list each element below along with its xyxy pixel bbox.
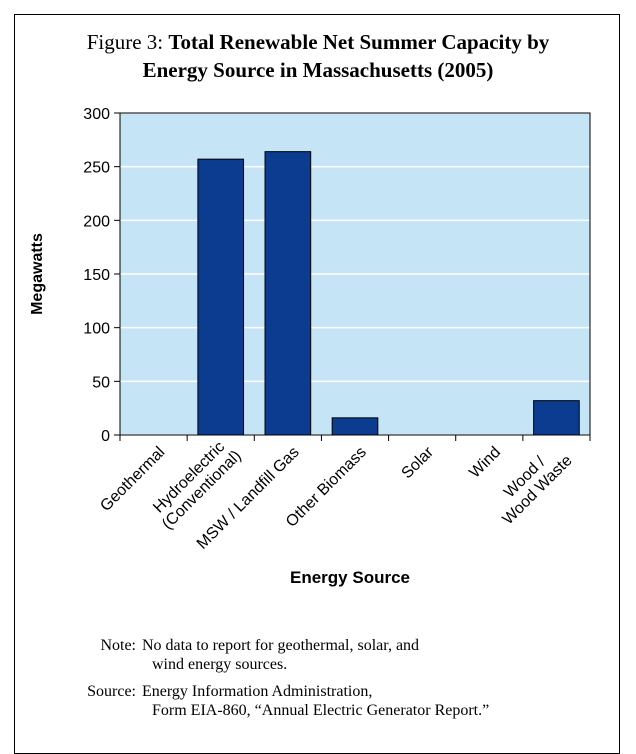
- source-label: Source:: [87, 683, 136, 700]
- title-block: Figure 3: Total Renewable Net Summer Cap…: [0, 28, 636, 84]
- y-axis-label: Megawatts: [29, 233, 46, 315]
- y-tick-label: 300: [83, 106, 110, 123]
- x-tick-label: Solar: [399, 443, 438, 482]
- bar: [264, 151, 312, 436]
- bar: [533, 400, 580, 436]
- source: Source: Energy Information Administration…: [60, 682, 489, 720]
- y-tick-label: 0: [101, 428, 110, 445]
- source-text: Energy Information Administration, Form …: [142, 683, 490, 719]
- bar: [331, 417, 379, 436]
- note-label: Note:: [100, 637, 136, 654]
- y-tick-label: 50: [92, 374, 110, 391]
- x-axis-label: Energy Source: [290, 568, 410, 587]
- chart-title: Total Renewable Net Summer Capacity by E…: [142, 30, 550, 82]
- figure-label: Figure 3:: [86, 30, 164, 54]
- x-tick-label: Wind: [466, 444, 504, 482]
- y-tick-label: 100: [83, 321, 110, 338]
- y-tick-label: 200: [83, 213, 110, 230]
- note: Note: No data to report for geothermal, s…: [60, 636, 419, 674]
- note-text: No data to report for geothermal, solar,…: [142, 637, 420, 673]
- y-tick-label: 150: [83, 267, 110, 284]
- y-tick-label: 250: [83, 160, 110, 177]
- bar: [197, 158, 245, 436]
